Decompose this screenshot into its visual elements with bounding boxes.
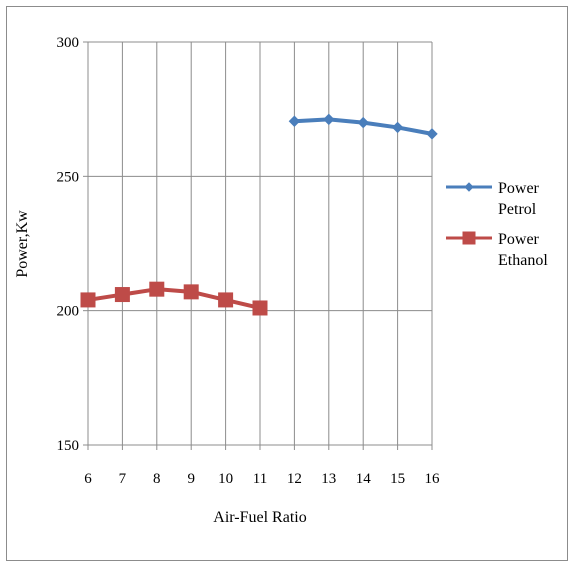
- data-point: [426, 128, 438, 140]
- legend-entry: Power Petrol: [446, 180, 540, 218]
- chart-frame: [6, 6, 568, 561]
- grid-lines: [88, 41, 433, 445]
- x-tick-label: 11: [253, 471, 267, 487]
- x-tick-label: 10: [218, 471, 233, 487]
- x-tick-label: 13: [321, 471, 336, 487]
- x-tick-label: 9: [187, 471, 195, 487]
- legend-marker: [464, 182, 474, 192]
- data-point: [252, 300, 268, 316]
- x-tick-label: 7: [119, 471, 127, 487]
- y-tick-label: 150: [57, 438, 80, 454]
- y-tick-label: 300: [57, 35, 80, 51]
- x-tick-label: 14: [356, 471, 372, 487]
- legend-entry: Power Ethanol: [446, 231, 548, 269]
- x-tick-label: 8: [153, 471, 161, 487]
- data-point: [149, 281, 165, 297]
- x-axis-label: Air-Fuel Ratio: [213, 509, 306, 526]
- data-point: [391, 121, 404, 134]
- data-point: [80, 292, 96, 308]
- x-tick-label: 12: [287, 471, 302, 487]
- legend: Power Petrol Power Ethanol: [446, 180, 548, 269]
- x-tick-label: 6: [84, 471, 92, 487]
- legend-marker: [462, 231, 476, 245]
- legend-label: Ethanol: [498, 252, 548, 269]
- series-petrol: [288, 113, 438, 140]
- series-line: [86, 287, 262, 310]
- y-axis-label: Power,Kw: [14, 210, 31, 278]
- data-point: [183, 284, 199, 300]
- series-ethanol: [80, 281, 268, 316]
- legend-label: Petrol: [498, 201, 537, 218]
- data-point: [114, 287, 130, 303]
- data-point: [323, 113, 335, 126]
- data-point: [288, 115, 301, 127]
- y-tick-label: 200: [57, 304, 80, 320]
- y-tick-label: 250: [57, 169, 80, 185]
- data-point: [357, 116, 369, 129]
- data-point: [218, 292, 234, 308]
- x-tick-label: 15: [390, 471, 405, 487]
- legend-label: Power: [498, 231, 540, 248]
- tick-labels: 150 200 250 300 6 7 8 9 10 11 12 13 14 15 16: [57, 35, 441, 487]
- data-series: [80, 113, 438, 316]
- legend-label: Power: [498, 180, 540, 197]
- axes: [83, 41, 433, 450]
- x-tick-label: 16: [425, 471, 441, 487]
